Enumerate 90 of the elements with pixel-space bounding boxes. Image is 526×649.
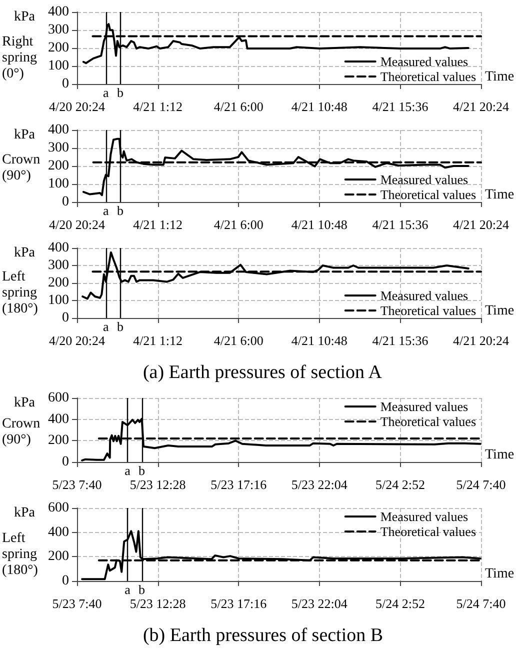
ref-line-label: b — [138, 582, 146, 597]
x-tick-label: 4/21 10:48 — [291, 217, 348, 232]
x-tick-label: 4/21 20:24 — [453, 99, 510, 114]
ref-line-label: a — [103, 203, 110, 218]
x-tick-label: 4/20 20:24 — [49, 99, 106, 114]
x-tick-label: 4/21 6:00 — [214, 99, 264, 114]
x-tick-label: 4/21 1:12 — [133, 333, 183, 348]
x-axis-title: Time — [485, 566, 514, 582]
ref-line-label: a — [103, 319, 110, 334]
x-tick-label: 4/21 10:48 — [291, 333, 348, 348]
text: (b) Earth pressures of section B — [142, 625, 384, 646]
ref-line-label: b — [116, 319, 124, 334]
ref-line-label: b — [116, 203, 124, 218]
x-tick-label: 5/23 12:28 — [130, 596, 186, 611]
ref-line-label: b — [138, 463, 146, 478]
y-tick-label: 600 — [48, 390, 69, 406]
y-tick-label: 200 — [48, 433, 69, 448]
x-tick-label: 5/24 2:52 — [375, 477, 425, 492]
x-tick-label: 4/21 1:12 — [133, 99, 183, 114]
legend-label: Theoretical values — [380, 187, 476, 202]
y-tick-label: 200 — [48, 40, 69, 56]
ref-line-label: a — [124, 463, 131, 478]
legend-label: Theoretical values — [380, 524, 476, 539]
ref-line-label: b — [116, 85, 124, 100]
y-tick-label: 100 — [48, 176, 69, 192]
x-tick-label: 5/23 22:04 — [291, 596, 348, 611]
x-tick-label: 4/21 1:12 — [133, 217, 183, 232]
y-tick-label: 400 — [48, 412, 69, 427]
x-tick-label: 5/23 12:28 — [130, 477, 186, 492]
x-tick-label: 4/21 6:00 — [214, 217, 264, 232]
x-tick-label: 4/21 6:00 — [214, 333, 264, 348]
legend-label: Measured values — [380, 54, 468, 69]
y-tick-label: 0 — [62, 574, 69, 588]
x-tick-label: 5/24 7:40 — [456, 477, 506, 492]
y-tick-label: 0 — [62, 454, 69, 470]
x-tick-label: 4/21 15:36 — [372, 333, 429, 348]
legend-label: Measured values — [380, 509, 468, 524]
y-tick-label: 0 — [62, 310, 69, 326]
y-axis-title: kPa — [14, 246, 36, 260]
ref-line-label: a — [124, 582, 131, 597]
y-tick-label: 400 — [48, 240, 69, 256]
x-axis-title: Time — [485, 304, 514, 318]
y-tick-label: 400 — [48, 122, 69, 138]
text: Crown (90°) — [2, 152, 44, 184]
y-tick-label: 200 — [48, 549, 69, 564]
text: Left spring (180°) — [2, 531, 40, 578]
y-tick-label: 400 — [48, 4, 69, 20]
legend-label: Theoretical values — [380, 303, 476, 318]
y-tick-label: 300 — [48, 22, 69, 38]
y-tick-label: 100 — [48, 293, 69, 308]
text: Right spring (0°) — [2, 34, 40, 82]
y-axis-title: kPa — [14, 506, 36, 520]
legend-label: Measured values — [380, 288, 468, 303]
x-tick-label: 4/21 10:48 — [291, 99, 348, 114]
x-tick-label: 4/20 20:24 — [49, 333, 106, 348]
x-axis-title: Time — [485, 70, 514, 84]
y-tick-label: 0 — [62, 194, 69, 210]
y-axis-title: kPa — [14, 396, 36, 410]
y-tick-label: 600 — [48, 500, 69, 516]
text: (a) Earth pressures of section A — [142, 362, 382, 383]
x-tick-label: 5/23 17:16 — [210, 477, 268, 492]
y-tick-label: 300 — [48, 140, 69, 156]
x-tick-label: 5/24 7:40 — [456, 596, 506, 611]
x-tick-label: 5/23 17:16 — [210, 596, 268, 611]
y-tick-label: 400 — [48, 524, 69, 540]
x-tick-label: 4/21 20:24 — [453, 217, 510, 232]
x-tick-label: 5/23 7:40 — [52, 477, 102, 492]
y-tick-label: 100 — [48, 58, 69, 74]
y-tick-label: 0 — [62, 76, 69, 92]
x-tick-label: 5/23 22:04 — [291, 477, 348, 492]
legend-label: Theoretical values — [380, 69, 476, 84]
ref-line-label: a — [103, 85, 110, 100]
y-tick-label: 300 — [48, 258, 69, 273]
y-tick-label: 200 — [48, 276, 69, 290]
x-axis-title: Time — [485, 188, 514, 202]
y-axis-title: kPa — [14, 10, 36, 24]
x-tick-label: 5/24 2:52 — [375, 596, 425, 611]
x-tick-label: 5/23 7:40 — [52, 596, 102, 611]
legend-label: Theoretical values — [380, 414, 476, 429]
legend-label: Measured values — [380, 172, 468, 187]
x-tick-label: 4/21 15:36 — [372, 217, 429, 232]
text: Left spring (180°) — [2, 270, 40, 316]
y-tick-label: 200 — [48, 158, 69, 174]
x-axis-title: Time — [485, 448, 514, 462]
y-axis-title: kPa — [14, 128, 36, 142]
text: Crown (90°) — [2, 416, 44, 448]
x-tick-label: 4/21 20:24 — [453, 333, 510, 348]
legend-label: Measured values — [380, 399, 468, 414]
x-tick-label: 4/21 15:36 — [372, 99, 429, 114]
x-tick-label: 4/20 20:24 — [49, 217, 106, 232]
